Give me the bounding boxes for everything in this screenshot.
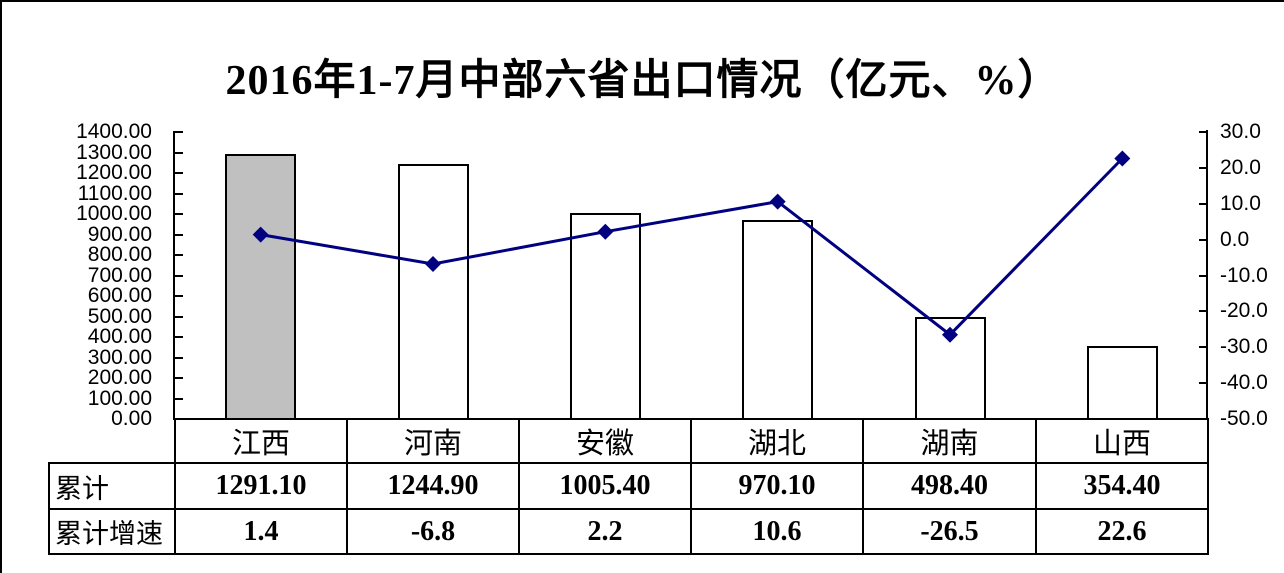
right-axis-tick-label: -10.0 <box>1220 263 1268 287</box>
table-corner-blank <box>49 419 175 463</box>
left-axis-tick <box>174 254 183 256</box>
chart-data-table: 江西 河南 安徽 湖北 湖南 山西 累计 1291.10 1244.90 1005.40 970.1… <box>48 418 1209 555</box>
right-axis-tick-label: -20.0 <box>1220 299 1268 323</box>
growth-line <box>260 157 1124 337</box>
left-axis-tick-label: 1200.00 <box>76 161 152 184</box>
right-axis-tick <box>1199 238 1208 241</box>
right-axis-tick-label: 30.0 <box>1220 120 1261 143</box>
left-axis-tick-label: 600.00 <box>87 284 152 307</box>
category-label: 安徽 <box>518 418 692 464</box>
table-value-cell: 10.6 <box>690 508 864 555</box>
bar-安徽 <box>569 212 641 420</box>
left-axis-line <box>173 131 175 420</box>
table-value-cell: 354.40 <box>1035 462 1209 510</box>
left-axis-tick <box>174 172 183 174</box>
left-axis-tick-label: 1100.00 <box>77 181 152 205</box>
category-label: 山西 <box>1035 418 1209 464</box>
left-axis-tick <box>174 356 183 359</box>
right-axis-tick <box>1199 131 1208 133</box>
right-axis-tick-label: 20.0 <box>1220 155 1261 179</box>
left-axis-tick <box>174 274 183 277</box>
right-axis-tick <box>1199 346 1208 349</box>
left-axis-tick <box>174 151 183 154</box>
left-axis-tick-label: 1400.00 <box>76 120 152 143</box>
left-axis-tick-label: 1000.00 <box>76 202 152 225</box>
left-axis-tick <box>174 377 183 379</box>
table-row: 累计 1291.10 1244.90 1005.40 970.10 498.40 354.4… <box>48 462 1209 510</box>
right-axis-tick-label: 0.0 <box>1220 227 1250 251</box>
bar-湖北 <box>742 220 814 420</box>
left-axis-tick <box>174 397 183 400</box>
line-marker-湖北 <box>769 193 786 210</box>
category-label: 河南 <box>346 418 520 464</box>
bar-江西 <box>225 154 297 420</box>
left-axis-tick-label: 1300.00 <box>76 140 152 164</box>
table-row: 累计增速 1.4 -6.8 2.2 10.6 -26.5 22.6 <box>48 508 1209 555</box>
left-axis-tick <box>174 315 183 318</box>
left-axis-tick-label: 300.00 <box>87 345 152 369</box>
row-header: 累计 <box>48 462 176 510</box>
category-label: 湖北 <box>690 418 864 464</box>
category-label: 江西 <box>174 418 348 464</box>
right-axis-tick-label: -40.0 <box>1220 371 1268 395</box>
left-axis-tick-label: 0.00 <box>111 407 152 430</box>
table-value-cell: 2.2 <box>518 508 692 555</box>
right-axis-tick-label: -30.0 <box>1220 335 1268 359</box>
table-value-cell: 22.6 <box>1035 508 1209 555</box>
table-value-cell: 1005.40 <box>518 462 692 510</box>
row-header: 累计增速 <box>48 508 176 555</box>
table-value-cell: -26.5 <box>862 508 1037 555</box>
bar-山西 <box>1086 346 1158 420</box>
left-axis-tick-label: 200.00 <box>87 366 152 389</box>
right-axis-tick <box>1199 166 1208 169</box>
bar-河南 <box>397 163 469 420</box>
left-axis-tick <box>174 192 183 195</box>
table-value-cell: 1.4 <box>174 508 348 555</box>
right-axis-tick <box>1199 310 1208 313</box>
left-axis-tick <box>174 131 183 133</box>
bar-湖南 <box>914 316 986 420</box>
left-axis-tick <box>174 295 183 297</box>
left-axis-tick-label: 900.00 <box>87 222 152 246</box>
right-axis-tick <box>1199 274 1208 277</box>
right-axis-tick-label: 10.0 <box>1220 191 1261 215</box>
right-axis-tick <box>1199 382 1208 385</box>
right-axis-line <box>1206 130 1208 420</box>
table-value-cell: 1244.90 <box>346 462 520 510</box>
left-axis-tick-label: 700.00 <box>87 263 152 287</box>
table-value-cell: 970.10 <box>690 462 864 510</box>
left-axis-tick-label: 400.00 <box>87 325 152 348</box>
left-axis-tick-label: 800.00 <box>87 243 152 266</box>
table-value-cell: 498.40 <box>862 462 1037 510</box>
left-axis-tick <box>174 336 183 338</box>
left-axis-tick <box>174 233 183 236</box>
right-axis-tick-label: -50.0 <box>1220 407 1268 430</box>
table-value-cell: 1291.10 <box>174 462 348 510</box>
left-axis-tick <box>174 213 183 215</box>
category-header-row: 江西 河南 安徽 湖北 湖南 山西 <box>49 418 1209 464</box>
chart-title: 2016年1-7月中部六省出口情况（亿元、%） <box>225 58 1061 104</box>
table-value-cell: -6.8 <box>346 508 520 555</box>
left-axis-tick-label: 500.00 <box>87 304 152 328</box>
line-marker-山西 <box>1114 150 1131 167</box>
right-axis-tick <box>1199 202 1208 205</box>
left-axis-tick-label: 100.00 <box>87 386 152 410</box>
category-label: 湖南 <box>862 418 1037 464</box>
